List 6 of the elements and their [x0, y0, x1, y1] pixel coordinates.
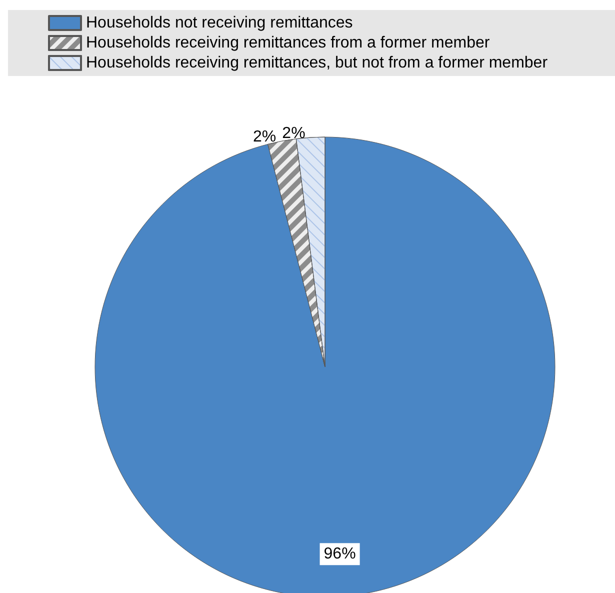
data-label: 2%: [282, 124, 306, 142]
legend-label: Households receiving remittances from a former member: [86, 34, 490, 52]
legend-label: Households not receiving remittances: [86, 14, 353, 32]
legend-label: Households receiving remittances, but not from a former member: [86, 54, 548, 72]
data-label: 96%: [324, 546, 356, 563]
data-label: 2%: [253, 128, 276, 146]
